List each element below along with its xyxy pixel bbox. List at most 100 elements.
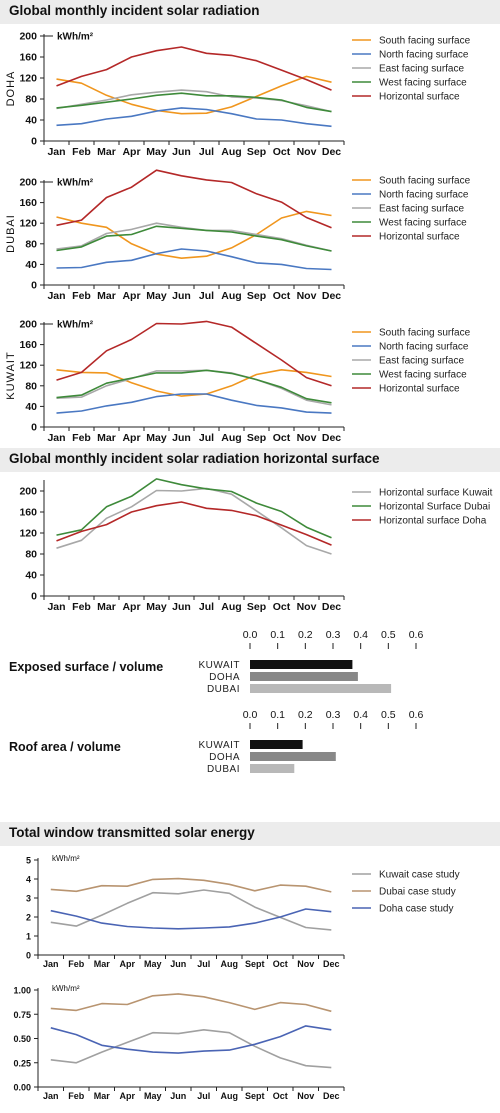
- x-tick-label: Dec: [323, 1091, 340, 1101]
- x-tick-label: 0.2: [298, 629, 313, 641]
- x-tick-label: 0.3: [326, 709, 341, 721]
- x-tick-label: Jul: [199, 432, 214, 444]
- series-line-east-facing-surface: [56, 369, 332, 406]
- x-tick-label: 0.1: [270, 709, 285, 721]
- legend-label: Horizontal surface Doha: [379, 516, 487, 527]
- x-tick-label: Nov: [297, 601, 317, 613]
- x-tick-label: Jul: [199, 601, 214, 613]
- series-line-south-facing-surface: [56, 368, 332, 397]
- series-line-dubai-case-study: [50, 877, 332, 893]
- legend-label: Horizontal Surface Dubai: [379, 502, 490, 513]
- y-tick-label: 1.00: [13, 986, 31, 996]
- x-tick-label: 0.1: [270, 629, 285, 641]
- y-tick-label: 40: [25, 259, 37, 271]
- section-header-incident: Global monthly incident solar radiation: [0, 0, 500, 24]
- x-tick-label: Apr: [120, 1091, 136, 1101]
- legend-label: South facing surface: [379, 328, 471, 339]
- x-tick-label: May: [146, 290, 167, 302]
- y-tick-label: 80: [25, 94, 37, 106]
- x-tick-label: Apr: [122, 290, 140, 302]
- x-tick-label: Jan: [47, 601, 65, 613]
- y-tick-label: 0.00: [13, 1083, 31, 1093]
- x-tick-label: Mar: [97, 146, 116, 158]
- x-tick-label: 0.5: [381, 709, 396, 721]
- x-tick-label: Mar: [97, 290, 116, 302]
- x-tick-label: Nov: [297, 146, 317, 158]
- y-tick-label: 160: [19, 52, 37, 64]
- y-tick-label: 1: [26, 932, 31, 942]
- x-tick-label: Apr: [122, 432, 140, 444]
- x-tick-label: Oct: [273, 1091, 288, 1101]
- series-line-doha-case-study: [50, 1025, 332, 1054]
- x-tick-label: Nov: [297, 1091, 314, 1101]
- x-tick-label: Mar: [94, 1091, 111, 1101]
- x-tick-label: Aug: [221, 959, 239, 969]
- section-header-horizontal: Global monthly incident solar radiation …: [0, 448, 500, 472]
- x-tick-label: Oct: [273, 146, 291, 158]
- legend-label: North facing surface: [379, 190, 469, 201]
- x-tick-label: Dec: [322, 290, 341, 302]
- y-tick-label: 0.25: [13, 1058, 31, 1068]
- series-line-north-facing-surface: [56, 248, 332, 271]
- y-tick-label: 5: [26, 856, 31, 866]
- bar-doha: [250, 672, 358, 681]
- x-tick-label: Aug: [221, 1091, 239, 1101]
- unit-label: kWh/m²: [52, 854, 80, 863]
- section-title: Global monthly incident solar radiation …: [9, 451, 380, 466]
- x-tick-label: Dec: [322, 432, 341, 444]
- y-tick-label: 0: [31, 591, 37, 603]
- y-tick-label: 0: [31, 280, 37, 292]
- bar-kuwait: [250, 740, 303, 749]
- y-tick-label: 0.75: [13, 1010, 31, 1020]
- kuwait-line-chart: 0 40 80 120 160 200 Jan Feb Mar Apr May Jun Jul Aug Se…: [5, 319, 471, 445]
- exposed-surface-bar-chart: 0.0 0.1 0.2 0.3 0.4 0.5 0.6 Exposed surface / v…: [9, 629, 424, 695]
- x-tick-label: Jan: [47, 290, 65, 302]
- series-line-north-facing-surface: [56, 393, 332, 414]
- x-tick-label: Sep: [247, 290, 266, 302]
- legend-label: Dubai case study: [379, 887, 456, 898]
- x-tick-label: Nov: [297, 432, 317, 444]
- x-tick-label: Jun: [172, 432, 191, 444]
- y-tick-label: 4: [26, 875, 31, 885]
- legend-label: South facing surface: [379, 176, 471, 187]
- legend-label: West facing surface: [379, 370, 467, 381]
- series-line-west-facing-surface: [56, 369, 332, 404]
- y-tick-label: 40: [25, 115, 37, 127]
- y-tick-label: 120: [19, 360, 37, 372]
- x-tick-label: Oct: [273, 432, 291, 444]
- bar-kuwait: [250, 660, 353, 669]
- y-tick-label: 0.50: [13, 1034, 31, 1044]
- x-tick-label: Sep: [247, 146, 266, 158]
- x-tick-label: Jun: [170, 959, 186, 969]
- x-tick-label: 0.3: [326, 629, 341, 641]
- y-tick-label: 160: [19, 339, 37, 351]
- x-tick-label: 0.6: [409, 629, 424, 641]
- bar-dubai: [250, 764, 295, 773]
- y-tick-label: 160: [19, 507, 37, 519]
- series-line-south-facing-surface: [56, 210, 332, 259]
- legend-label: Horizontal surface: [379, 232, 460, 243]
- x-tick-label: Oct: [273, 601, 291, 613]
- x-tick-label: 0.2: [298, 709, 313, 721]
- y-tick-label: 2: [26, 913, 31, 923]
- series-line-horizontal-surface: [56, 169, 332, 229]
- legend-label: East facing surface: [379, 64, 464, 75]
- y-tick-label: 200: [19, 319, 37, 331]
- x-tick-label: 0.0: [243, 629, 258, 641]
- x-tick-label: Aug: [221, 601, 241, 613]
- x-tick-label: Feb: [72, 146, 91, 158]
- y-tick-label: 0: [31, 136, 37, 148]
- x-tick-label: Sept: [245, 959, 265, 969]
- bar-label-dubai: DUBAI: [207, 684, 240, 695]
- bar-label-doha: DOHA: [209, 672, 240, 683]
- legend-label: East facing surface: [379, 356, 464, 367]
- section-title: Total window transmitted solar energy: [9, 825, 255, 840]
- series-line-horizontal-surface-kuwait: [56, 487, 332, 555]
- series-line-east-facing-surface: [56, 222, 332, 252]
- series-line-south-facing-surface: [56, 75, 332, 115]
- series-line-horizontal-surface: [56, 320, 332, 387]
- y-axis-label: DOHA: [5, 71, 17, 107]
- legend-label: South facing surface: [379, 36, 471, 47]
- y-axis-label: DUBAI: [5, 214, 17, 253]
- y-tick-label: 120: [19, 218, 37, 230]
